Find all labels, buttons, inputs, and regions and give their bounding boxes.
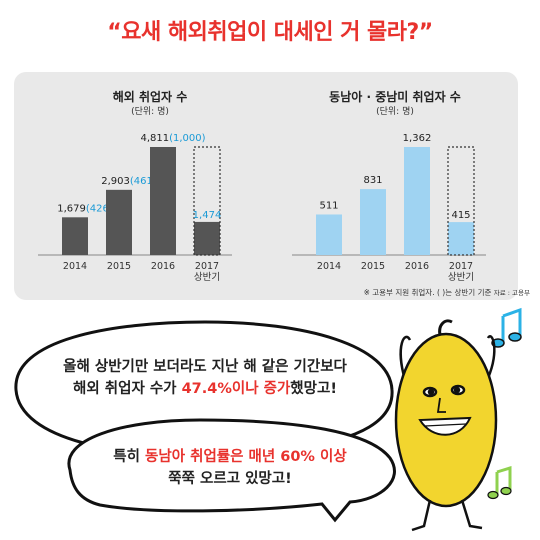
tick-label: 2015 bbox=[107, 261, 131, 272]
bar-outline-reference bbox=[193, 146, 221, 256]
bar bbox=[360, 189, 386, 255]
data-label: 1,362 bbox=[403, 133, 432, 144]
tick-label: 상반기 bbox=[448, 272, 474, 283]
speech-line-3b: 동남아 취업률은 bbox=[145, 449, 244, 465]
data-label: 511 bbox=[319, 200, 338, 211]
bar bbox=[106, 189, 132, 255]
tick-label: 2017 bbox=[195, 261, 219, 272]
tick-label: 상반기 bbox=[194, 272, 220, 283]
speech-line-4: 쭉쭉 오르고 있망고! bbox=[168, 471, 292, 487]
bar bbox=[194, 221, 220, 255]
first-half-label: (426) bbox=[86, 203, 113, 214]
mango-character bbox=[394, 319, 498, 532]
chart-unit-overseas: (단위: 명) bbox=[131, 107, 169, 117]
chart-unit-sea-latam: (단위: 명) bbox=[376, 107, 414, 117]
first-half-label: (461) bbox=[130, 176, 157, 187]
music-note-icon bbox=[491, 307, 522, 348]
bar bbox=[404, 147, 430, 255]
speech-line-2c: 했망고! bbox=[290, 381, 337, 397]
bar bbox=[150, 147, 176, 255]
headline: “요새 해외취업이 대세인 거 몰라?” bbox=[107, 20, 433, 45]
music-note-icon-2 bbox=[487, 465, 512, 500]
speech-line-2a: 해외 취업자 수가 bbox=[73, 381, 182, 397]
speech-line-3a: 특히 bbox=[113, 449, 146, 465]
data-label: 415 bbox=[451, 210, 470, 221]
data-label: 1,679(426) bbox=[57, 203, 113, 214]
footnote-text: ※ 고용부 지원 취업자. ( )는 상반기 기준 bbox=[363, 288, 492, 297]
speech-line-2: 해외 취업자 수가 47.4%이나 증가했망고! bbox=[20, 378, 390, 400]
tick-label: 2015 bbox=[361, 261, 385, 272]
data-label: 831 bbox=[363, 175, 382, 186]
data-label: 1,474 bbox=[193, 210, 222, 221]
chart-title-sea-latam: 동남아 · 중남미 취업자 수 bbox=[329, 90, 461, 104]
speech-line-3: 특히 동남아 취업률은 매년 60% 이상 bbox=[70, 446, 390, 468]
footnote-source: 자료 : 고용부 bbox=[493, 289, 530, 297]
tick-label: 2016 bbox=[405, 261, 429, 272]
chart-title-overseas: 해외 취업자 수 bbox=[112, 90, 188, 104]
data-label: 4,811(1,000) bbox=[140, 133, 205, 144]
chart-panel bbox=[14, 72, 518, 300]
speech-bubble-secondary bbox=[67, 418, 396, 523]
tick-label: 2016 bbox=[151, 261, 175, 272]
data-label: 2,903(461) bbox=[101, 176, 157, 187]
bar bbox=[62, 217, 88, 255]
bar bbox=[316, 214, 342, 255]
tick-label: 2014 bbox=[317, 261, 341, 272]
first-half-label: (1,000) bbox=[169, 133, 206, 144]
speech-line-3c: 매년 60% 이상 bbox=[243, 449, 347, 465]
speech-line-2b: 47.4%이나 증가 bbox=[181, 381, 291, 397]
bar-outline-reference bbox=[447, 146, 475, 256]
bar bbox=[448, 222, 474, 255]
speech-line-1: 올해 상반기만 보더라도 지난 해 같은 기간보다 bbox=[63, 359, 347, 375]
chart-footnote: ※ 고용부 지원 취업자. ( )는 상반기 기준 자료 : 고용부 bbox=[250, 287, 530, 298]
tick-label: 2014 bbox=[63, 261, 87, 272]
tick-label: 2017 bbox=[449, 261, 473, 272]
